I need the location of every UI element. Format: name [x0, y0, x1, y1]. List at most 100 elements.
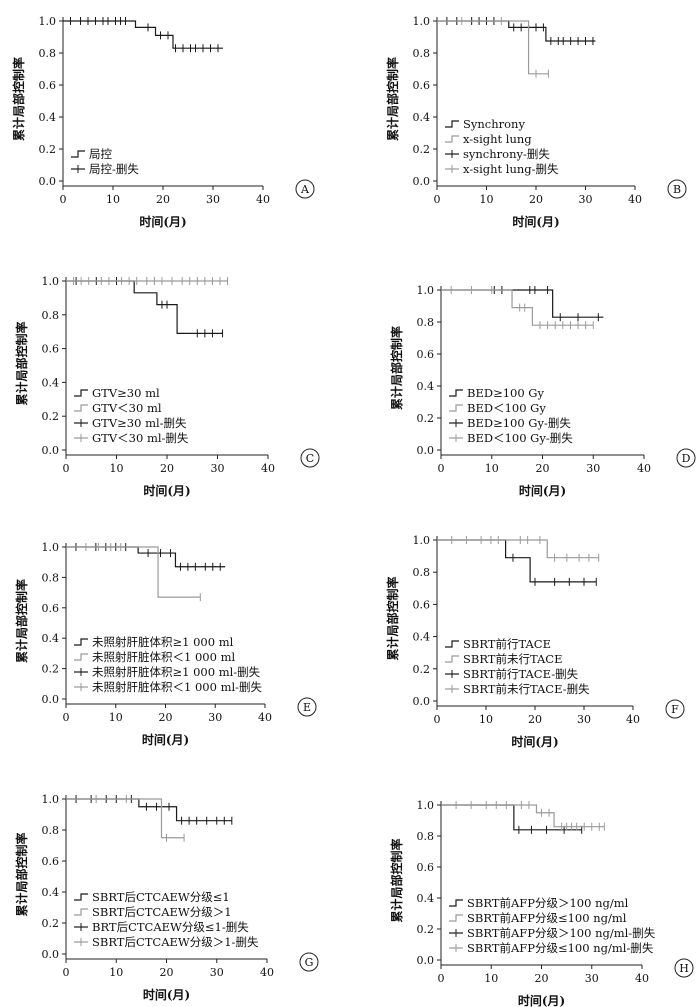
- x-tick-label: 40: [637, 462, 651, 475]
- panel-letter: A: [300, 183, 310, 196]
- km-curve-2: [437, 20, 549, 75]
- legend-label: SBRT前未行TACE: [463, 652, 563, 666]
- panel-letter: G: [305, 956, 314, 969]
- x-tick-label: 20: [160, 462, 174, 475]
- km-curve-1: [63, 20, 223, 49]
- km-curve-1: [66, 280, 223, 334]
- legend-label: SBRT后CTCAEW分级＞1-删失: [92, 935, 259, 949]
- x-axis-title: 时间(月): [511, 734, 558, 749]
- x-tick-label: 40: [628, 193, 642, 206]
- legend-label: synchrony-删失: [463, 147, 550, 161]
- x-tick-label: 20: [159, 711, 173, 724]
- y-tick-label: 0.8: [413, 566, 431, 579]
- panel-h: 0.0 0.2 0.4 0.6 0.8 1.0 0 10 20 30 40 时间(月) 累计局部控制率 H…: [389, 799, 694, 1007]
- y-tick-label: 0.8: [42, 824, 60, 837]
- x-tick-label: 10: [479, 713, 493, 726]
- y-tick-label: 0.2: [42, 663, 60, 676]
- legend-label: SBRT前AFP分级≤100 ng/ml-删失: [467, 941, 654, 955]
- legend-swatch: [74, 638, 88, 646]
- x-tick-label: 30: [579, 193, 593, 206]
- panel-g: 0.0 0.2 0.4 0.6 0.8 1.0 0 10 20 30 40 时间(月) 累计局部控制率 G…: [14, 793, 319, 1002]
- legend-label: Synchrony: [463, 117, 525, 131]
- x-tick-label: 30: [206, 193, 220, 206]
- y-tick-label: 0.2: [413, 143, 431, 156]
- legend-label: SBRT前AFP分级＞100 ng/ml: [467, 896, 629, 910]
- panel-letter: F: [671, 703, 679, 716]
- legend-label: SBRT前AFP分级＞100 ng/ml-删失: [467, 926, 656, 940]
- x-tick-label: 40: [261, 462, 275, 475]
- y-tick-label: 0.8: [417, 830, 435, 843]
- legend-swatch: [445, 640, 459, 648]
- x-tick-label: 20: [156, 193, 170, 206]
- panel-letter: C: [306, 452, 314, 465]
- x-tick-label: 30: [586, 462, 600, 475]
- y-tick-label: 0.2: [413, 663, 431, 676]
- x-tick-label: 0: [60, 193, 67, 206]
- x-tick-label: 20: [529, 193, 543, 206]
- panel-letter-circle: [299, 952, 319, 972]
- x-tick-label: 30: [210, 966, 224, 979]
- x-tick-label: 20: [536, 462, 550, 475]
- panel-letter-circle: [297, 697, 317, 717]
- y-tick-label: 0.2: [42, 917, 60, 930]
- x-tick-label: 20: [535, 972, 549, 985]
- panel-letter: E: [303, 701, 311, 714]
- legend-label: BRT后CTCAEW分级≤1-删失: [92, 920, 249, 934]
- x-tick-label: 10: [480, 193, 494, 206]
- x-tick-label: 40: [260, 966, 274, 979]
- y-tick-label: 0.0: [42, 693, 60, 706]
- y-tick-label: 1.0: [417, 284, 435, 297]
- y-tick-label: 0.6: [42, 855, 60, 868]
- y-tick-label: 0.6: [413, 79, 431, 92]
- km-curve-2: [441, 804, 605, 828]
- y-tick-label: 1.0: [413, 534, 431, 547]
- x-axis-title: 时间(月): [518, 993, 565, 1007]
- x-tick-label: 30: [577, 713, 591, 726]
- y-tick-label: 1.0: [417, 799, 435, 812]
- x-tick-label: 0: [438, 462, 445, 475]
- y-tick-label: 0.8: [42, 309, 60, 322]
- legend-swatch: [449, 914, 463, 922]
- legend-label: GTV＜30 ml-删失: [92, 431, 189, 445]
- legend-swatch: [449, 404, 463, 412]
- legend-label: SBRT前行TACE: [463, 637, 551, 651]
- y-axis-title: 累计局部控制率: [14, 321, 29, 405]
- legend-swatch: [74, 908, 88, 916]
- y-tick-label: 0.6: [417, 348, 435, 361]
- legend-label: GTV≥30 ml-删失: [92, 416, 187, 430]
- x-tick-label: 40: [626, 713, 640, 726]
- y-tick-label: 0.4: [42, 376, 60, 389]
- legend-label: 未照射肝脏体积≥1 000 ml: [92, 635, 234, 649]
- legend-swatch: [445, 135, 459, 143]
- y-tick-label: 0.0: [39, 175, 57, 188]
- y-tick-label: 0.4: [42, 886, 60, 899]
- legend-label: GTV＜30 ml: [92, 401, 162, 415]
- x-tick-label: 20: [160, 966, 174, 979]
- x-tick-label: 30: [585, 972, 599, 985]
- y-tick-label: 0.8: [42, 571, 60, 584]
- y-tick-label: 0.4: [413, 631, 431, 644]
- legend-label: BED≥100 Gy: [467, 386, 544, 400]
- panel-a: 0.0 0.2 0.4 0.6 0.8 1.0 0 10 20 30 40 时间(月) 累计局部控制率 A…: [11, 15, 315, 229]
- x-tick-label: 0: [63, 711, 70, 724]
- y-tick-label: 0.0: [413, 175, 431, 188]
- legend-label: SBRT后CTCAEW分级＞1: [92, 905, 232, 919]
- y-axis-title: 累计局部控制率: [11, 57, 26, 141]
- panel-letter-circle: [295, 179, 315, 199]
- x-tick-label: 0: [434, 193, 441, 206]
- x-tick-label: 10: [109, 966, 123, 979]
- panel-d: 0.0 0.2 0.4 0.6 0.8 1.0 0 10 20 30 40 时间(月) 累计局部控制率 D…: [389, 284, 696, 498]
- legend-label: 局控-删失: [89, 162, 139, 176]
- panel-letter-circle: [667, 179, 687, 199]
- panel-letter-circle: [665, 699, 685, 719]
- x-tick-label: 10: [484, 972, 498, 985]
- x-tick-label: 0: [434, 713, 441, 726]
- legend-label: x-sight lung-删失: [463, 162, 559, 176]
- y-tick-label: 0.6: [417, 861, 435, 874]
- x-tick-label: 0: [438, 972, 445, 985]
- legend-label: SBRT后CTCAEW分级≤1: [92, 890, 230, 904]
- legend-label: 未照射肝脏体积＜1 000 ml-删失: [92, 680, 263, 694]
- x-tick-label: 20: [528, 713, 542, 726]
- x-tick-label: 0: [63, 966, 70, 979]
- km-curve-1: [441, 289, 604, 318]
